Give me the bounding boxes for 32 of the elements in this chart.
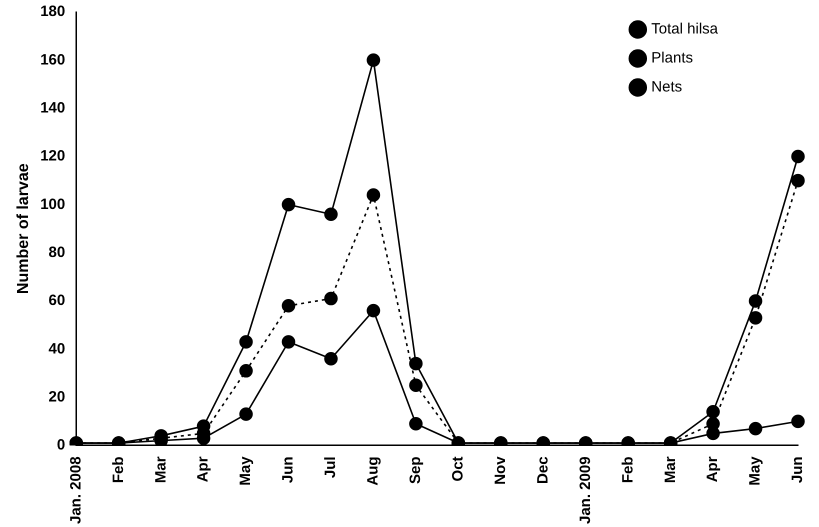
y-tick-label: 0 bbox=[56, 436, 66, 454]
legend-label: Plants bbox=[651, 50, 693, 67]
x-tick-label: May bbox=[237, 456, 254, 486]
y-axis-title: Number of larvae bbox=[15, 163, 32, 294]
y-tick-label: 160 bbox=[40, 51, 66, 68]
y-tick-label: 20 bbox=[48, 388, 66, 406]
x-tick-label: Sep bbox=[407, 456, 424, 484]
legend-label: Total hilsa bbox=[651, 20, 719, 38]
x-tick-label: Dec bbox=[534, 456, 552, 484]
x-tick-label: Mar bbox=[662, 456, 679, 484]
x-tick-label: Jul bbox=[322, 456, 340, 478]
x-tick-label: May bbox=[746, 456, 764, 486]
y-tick-label: 140 bbox=[40, 99, 66, 116]
x-tick-label: Aug bbox=[364, 456, 382, 486]
legend-label: Nets bbox=[651, 78, 682, 96]
x-tick-label: Jun bbox=[280, 456, 297, 484]
y-tick-label: 40 bbox=[48, 340, 66, 358]
x-tick-label: Feb bbox=[110, 456, 127, 484]
x-tick-label: Jun bbox=[789, 456, 806, 484]
x-tick-label: Apr bbox=[704, 456, 722, 482]
y-tick-label: 60 bbox=[48, 292, 66, 310]
y-tick-label: 120 bbox=[40, 148, 66, 165]
y-tick-label: 180 bbox=[40, 3, 66, 20]
x-tick-label: Jan. 2008 bbox=[67, 456, 84, 524]
x-tick-label: Nov bbox=[492, 456, 509, 485]
x-tick-label: Apr bbox=[194, 456, 212, 482]
y-tick-label: 100 bbox=[40, 196, 66, 213]
x-tick-label: Jan. 2009 bbox=[576, 456, 594, 524]
x-tick-label: Mar bbox=[152, 456, 170, 484]
y-tick-label: 80 bbox=[48, 244, 66, 261]
x-tick-label: Feb bbox=[619, 456, 636, 484]
x-tick-label: Oct bbox=[449, 456, 466, 482]
